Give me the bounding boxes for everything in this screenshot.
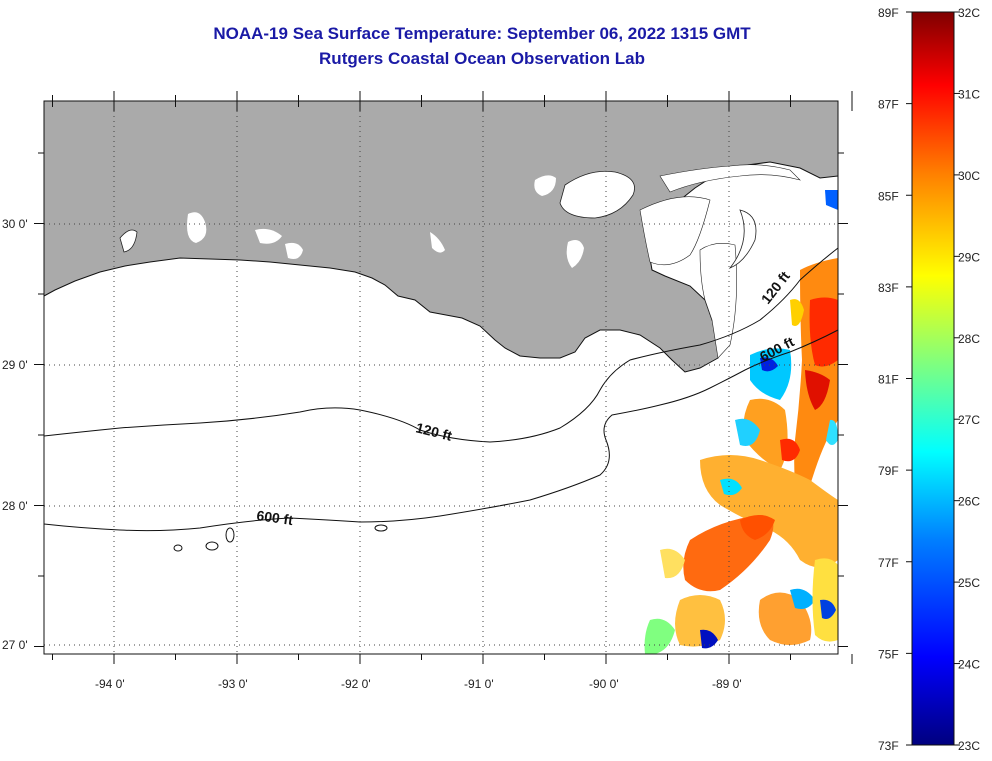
lake xyxy=(255,228,282,244)
colorbar-gradient xyxy=(911,11,955,746)
colorbar-label-c: 23C xyxy=(958,739,980,753)
colorbar-label-c: 25C xyxy=(958,576,980,590)
map-title: NOAA-19 Sea Surface Temperature: Septemb… xyxy=(213,24,751,43)
colorbar-label-f: 73F xyxy=(878,739,899,753)
latitude-labels: 30 0' 29 0' 28 0' 27 0' xyxy=(2,217,28,652)
sst-data xyxy=(644,190,838,654)
lake xyxy=(559,170,635,219)
colorbar-label-c: 30C xyxy=(958,169,980,183)
contour-label-600ft: 600 ft xyxy=(256,507,295,528)
colorbar-label-c: 29C xyxy=(958,250,980,264)
longitude-labels: -94 0' -93 0' -92 0' -91 0' -90 0' -89 0… xyxy=(95,677,742,691)
lat-label: 29 0' xyxy=(2,358,28,372)
colorbar-label-c: 26C xyxy=(958,495,980,509)
colorbar-label-f: 85F xyxy=(878,189,899,203)
marsh xyxy=(639,196,711,266)
colorbar-label-f: 87F xyxy=(878,98,899,112)
colorbar-label-c: 28C xyxy=(958,332,980,346)
lake xyxy=(119,229,138,253)
colorbar-label-f: 89F xyxy=(878,6,899,20)
lake xyxy=(187,212,207,243)
lat-label: 28 0' xyxy=(2,499,28,513)
lake xyxy=(534,175,556,196)
lon-label: -93 0' xyxy=(218,677,248,691)
lon-label: -92 0' xyxy=(341,677,371,691)
lon-label: -91 0' xyxy=(464,677,494,691)
lon-label: -90 0' xyxy=(589,677,619,691)
lake xyxy=(430,232,445,253)
colorbar-label-c: 32C xyxy=(958,6,980,20)
graticule xyxy=(44,101,838,654)
lon-label: -94 0' xyxy=(95,677,125,691)
lat-label: 30 0' xyxy=(2,217,28,231)
lake xyxy=(285,242,303,259)
map-frame xyxy=(43,100,839,655)
colorbar-label-c: 31C xyxy=(958,87,980,101)
bathymetry-contours xyxy=(44,247,838,552)
marsh xyxy=(699,243,737,359)
colorbar-label-c: 27C xyxy=(958,413,980,427)
colorbar-label-f: 81F xyxy=(878,373,899,387)
colorbar-label-f: 83F xyxy=(878,281,899,295)
colorbar-label-f: 79F xyxy=(878,464,899,478)
axis-ticks xyxy=(34,91,853,664)
lon-label: -89 0' xyxy=(712,677,742,691)
colorbar-label-f: 77F xyxy=(878,556,899,570)
colorbar-label-f: 75F xyxy=(878,647,899,661)
lake xyxy=(566,240,584,268)
marsh xyxy=(659,164,802,193)
colorbar: 89F 87F 85F 83F 81F 79F 77F 75F 73F 32C 31C 30C 29C… xyxy=(878,6,980,753)
lat-label: 27 0' xyxy=(2,638,28,652)
map-subtitle: Rutgers Coastal Ocean Observation Lab xyxy=(319,49,645,68)
colorbar-label-c: 24C xyxy=(958,658,980,672)
